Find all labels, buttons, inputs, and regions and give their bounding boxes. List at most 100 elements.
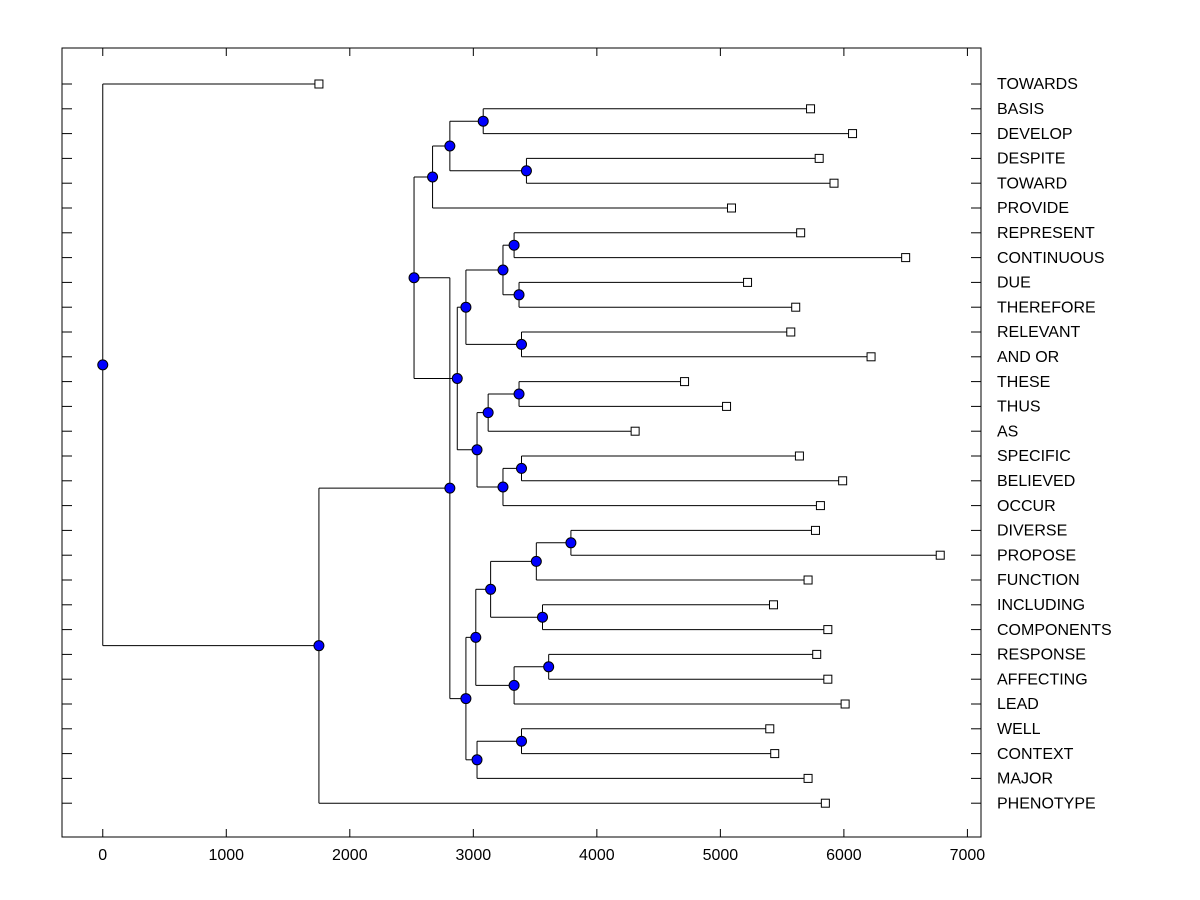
merge-node <box>460 693 472 705</box>
leaf-marker <box>765 724 775 734</box>
leaf-marker <box>786 327 796 337</box>
merge-node <box>313 640 325 652</box>
merge-node <box>497 264 509 276</box>
leaf-marker <box>812 649 822 659</box>
leaf-label: DEVELOP <box>997 126 1073 143</box>
merge-node <box>444 140 456 152</box>
leaf-label: DIVERSE <box>997 523 1067 540</box>
merge-node <box>471 754 483 766</box>
leaf-marker <box>768 600 778 610</box>
axis-ticks <box>62 48 981 837</box>
leaf-label: BELIEVED <box>997 473 1075 490</box>
leaf-label: OCCUR <box>997 498 1056 515</box>
merge-node <box>508 679 520 691</box>
merge-node <box>470 631 482 643</box>
merge-node <box>565 537 577 549</box>
merge-node <box>497 481 509 493</box>
leaf-marker <box>794 451 804 461</box>
leaf-marker <box>935 550 945 560</box>
leaf-label: RESPONSE <box>997 647 1086 664</box>
leaf-label: THEREFORE <box>997 299 1096 316</box>
leaf-label: BASIS <box>997 101 1044 118</box>
leaf-label: REPRESENT <box>997 225 1095 242</box>
leaf-marker <box>823 674 833 684</box>
merge-node <box>536 611 548 623</box>
merge-node <box>543 661 555 673</box>
x-tick-label: 6000 <box>826 847 862 864</box>
merge-nodes <box>97 115 577 766</box>
leaf-marker <box>630 426 640 436</box>
merge-node <box>444 482 456 494</box>
x-tick-label: 1000 <box>208 847 244 864</box>
leaf-marker <box>901 253 911 263</box>
merge-node <box>516 338 527 350</box>
leaf-label: RELEVANT <box>997 324 1081 341</box>
leaf-label: AFFECTING <box>997 671 1088 688</box>
leaf-label: LEAD <box>997 696 1039 713</box>
merge-node <box>471 444 483 456</box>
merge-node <box>485 583 497 595</box>
leaf-marker <box>829 178 839 188</box>
leaf-marker <box>743 277 753 287</box>
leaf-marker <box>848 129 858 139</box>
merge-node <box>516 735 527 747</box>
merge-node <box>530 555 542 567</box>
merge-node <box>508 239 520 251</box>
leaf-marker <box>796 228 806 238</box>
dendrogram-branches <box>102 83 941 804</box>
merge-node <box>482 407 494 419</box>
leaf-label: TOWARD <box>997 175 1067 192</box>
leaf-marker <box>838 476 848 486</box>
leaf-marker <box>803 575 813 585</box>
x-tick-label: 4000 <box>579 847 615 864</box>
leaf-label: AND OR <box>997 349 1059 366</box>
leaf-label: INCLUDING <box>997 597 1085 614</box>
x-tick-label: 3000 <box>456 847 492 864</box>
leaf-marker <box>823 625 833 635</box>
leaf-label: CONTEXT <box>997 746 1074 763</box>
merge-node <box>513 388 525 400</box>
x-tick-label: 5000 <box>703 847 739 864</box>
leaf-label: WELL <box>997 721 1041 738</box>
merge-node <box>460 301 472 313</box>
leaf-markers <box>314 79 945 808</box>
merge-node <box>408 272 420 284</box>
leaf-marker <box>866 352 876 362</box>
merge-node <box>97 359 109 371</box>
leaf-label: TOWARDS <box>997 76 1078 93</box>
leaf-marker <box>815 501 825 511</box>
merge-node <box>427 171 439 183</box>
x-tick-label: 7000 <box>950 847 986 864</box>
leaf-marker <box>806 104 816 114</box>
leaf-label: FUNCTION <box>997 572 1080 589</box>
leaf-marker <box>791 302 801 312</box>
leaf-label: DUE <box>997 275 1031 292</box>
leaf-label: COMPONENTS <box>997 622 1112 639</box>
leaf-label: CONTINUOUS <box>997 250 1105 267</box>
x-tick-label: 2000 <box>332 847 368 864</box>
leaf-label: THUS <box>997 399 1041 416</box>
leaf-marker <box>770 749 780 759</box>
leaf-marker <box>722 401 732 411</box>
leaf-marker <box>803 773 813 783</box>
x-tick-label: 0 <box>98 847 107 864</box>
leaf-labels: TOWARDS BASIS DEVELOP DESPITE TOWARD PROVIDE R… <box>997 76 1112 812</box>
merge-node <box>520 165 532 177</box>
leaf-label: MAJOR <box>997 771 1053 788</box>
leaf-label: PROPOSE <box>997 547 1076 564</box>
leaf-label: PROVIDE <box>997 200 1069 217</box>
leaf-marker <box>680 377 690 387</box>
leaf-marker <box>314 79 324 89</box>
x-axis-tick-labels: 0 1000 2000 3000 4000 5000 6000 7000 <box>98 847 985 864</box>
merge-node <box>477 115 489 127</box>
leaf-marker <box>814 153 824 163</box>
leaf-label: PHENOTYPE <box>997 795 1096 812</box>
merge-node <box>513 289 525 301</box>
merge-node <box>451 373 463 384</box>
merge-node <box>516 462 527 474</box>
leaf-label: AS <box>997 423 1018 440</box>
leaf-marker <box>820 798 830 808</box>
plot-frame <box>61 47 982 838</box>
leaf-marker <box>726 203 736 213</box>
